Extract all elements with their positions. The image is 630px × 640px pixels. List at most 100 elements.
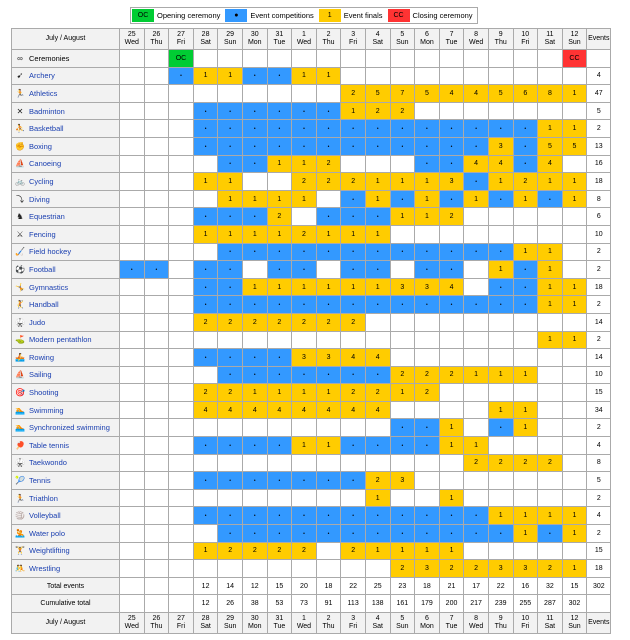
cell-value: •	[426, 513, 428, 520]
cell-value: •	[475, 143, 477, 150]
sport-name-link[interactable]: Field hockey	[29, 247, 72, 257]
sport-name-link[interactable]: Boxing	[29, 141, 52, 151]
cell-value: •	[327, 143, 330, 150]
sport-cell[interactable]: 🎯 Shooting	[11, 383, 120, 402]
cell-value: 4	[228, 406, 233, 414]
schedule-cell-empty	[487, 541, 514, 561]
cell-value: 4	[351, 353, 356, 361]
sport-cell[interactable]: 🤾 Handball	[11, 295, 120, 314]
sport-name-link[interactable]: Fencing	[29, 229, 56, 239]
schedule-cell-empty	[414, 66, 440, 86]
cell-value: 2	[424, 389, 429, 397]
day-header: 11 Sat	[537, 28, 563, 50]
sport-cell[interactable]: 🏃 Athletics	[11, 84, 120, 103]
sport-name-link[interactable]: Shooting	[29, 388, 59, 398]
schedule-cell-empty	[143, 119, 170, 138]
sport-cell[interactable]: 🤽 Water polo	[11, 524, 120, 543]
sport-cell[interactable]: ⚔ Fencing	[11, 224, 120, 244]
schedule-cell-empty	[119, 506, 145, 526]
cell-value: •	[499, 196, 502, 203]
sport-name-link[interactable]: Weightlifting	[29, 546, 70, 556]
sport-name-link[interactable]: Synchronized swimming	[29, 423, 110, 433]
competition-cell: •	[537, 524, 563, 543]
sport-cell[interactable]: 🚲 Cycling	[11, 172, 120, 191]
finals-cell: 2	[512, 453, 539, 473]
sport-cell[interactable]: ⚽ Football	[11, 260, 120, 279]
table-row: ⤵ Diving 1 1 1 1 • 1 • 1 • 1 • 1 • 1 8	[11, 189, 612, 209]
sport-cell[interactable]: 🥋 Judo	[11, 312, 120, 332]
sport-cell[interactable]: ⛵ Sailing	[11, 365, 120, 385]
sport-cell[interactable]: 🚣 Rowing	[11, 348, 120, 367]
sport-cell[interactable]: 🏊 Swimming	[11, 400, 120, 420]
day-weekday: Wed	[296, 623, 312, 630]
day-header: 1 Wed	[291, 612, 317, 634]
schedule-cell-empty	[119, 330, 145, 350]
schedule-cell-empty	[487, 101, 514, 121]
sport-name-link[interactable]: Equestrian	[29, 212, 65, 222]
sport-cell[interactable]: ⤵ Diving	[11, 189, 120, 209]
sport-name-link[interactable]: Handball	[29, 300, 59, 310]
taekwondo-icon: 🥋	[15, 458, 25, 468]
sport-name-link[interactable]: Taekwondo	[29, 458, 67, 468]
sport-cell[interactable]: ✊ Boxing	[11, 136, 120, 156]
sport-name-link[interactable]: Volleyball	[29, 511, 61, 521]
sport-name-link[interactable]: Rowing	[29, 352, 55, 362]
sport-cell[interactable]: 🏃 Triathlon	[11, 488, 120, 508]
sport-cell[interactable]: ⛵ Canoeing	[11, 154, 120, 174]
sport-name-link[interactable]: Football	[29, 264, 56, 274]
sport-name-link[interactable]: Judo	[29, 317, 46, 327]
competition-cell: •	[340, 295, 366, 314]
sport-cell[interactable]: 🏓 Table tennis	[11, 436, 120, 455]
sport-cell[interactable]: 🏐 Volleyball	[11, 506, 120, 526]
day-number: 7	[449, 31, 454, 38]
competition-cell: •	[340, 136, 366, 156]
cumulative-total-value: 287	[537, 594, 563, 613]
schedule-cell-empty	[438, 101, 465, 121]
cell-value: •	[204, 266, 207, 273]
sport-cell[interactable]: 🏑 Field hockey	[11, 242, 120, 262]
cell-value: •	[352, 302, 355, 309]
sport-name-link[interactable]: Basketball	[29, 124, 64, 134]
cell-value: •	[426, 266, 428, 273]
sport-name-link[interactable]: Diving	[29, 194, 50, 204]
sport-name-link[interactable]: Badminton	[29, 106, 65, 116]
schedule-cell-empty	[389, 224, 416, 244]
cell-value: 1	[498, 406, 503, 414]
sport-cell[interactable]: 🤼 Wrestling	[11, 559, 120, 578]
cell-value: •	[475, 249, 477, 256]
schedule-cell-empty	[389, 330, 416, 350]
sport-cell[interactable]: 🤸 Gymnastics	[11, 277, 120, 297]
sport-name-link[interactable]: Table tennis	[29, 440, 70, 450]
schedule-cell-empty	[119, 418, 145, 438]
sport-cell[interactable]: ⛳ Modern pentathlon	[11, 330, 120, 350]
sport-cell[interactable]: ⛹ Basketball	[11, 119, 120, 138]
competition-cell: •	[266, 436, 293, 455]
sport-cell[interactable]: ➹ Archery	[11, 66, 120, 86]
sport-cell[interactable]: 🎾 Tennis	[11, 471, 120, 490]
day-number: 30	[250, 31, 259, 38]
sport-name-link[interactable]: Wrestling	[29, 564, 61, 574]
sport-name-link[interactable]: Athletics	[29, 88, 58, 98]
sport-name-link[interactable]: Modern pentathlon	[29, 335, 92, 345]
competition-cell: •	[340, 189, 366, 209]
sport-name-link[interactable]: Gymnastics	[29, 282, 69, 292]
sport-name-link[interactable]: Triathlon	[29, 493, 58, 503]
sport-name-link[interactable]: Archery	[29, 71, 55, 81]
sport-name-link[interactable]: Tennis	[29, 476, 51, 486]
sport-name-link[interactable]: Swimming	[29, 405, 64, 415]
sport-cell[interactable]: 🥋 Taekwondo	[11, 453, 120, 473]
sport-name-link[interactable]: Sailing	[29, 370, 52, 380]
sport-cell[interactable]: 🏊 Synchronized swimming	[11, 418, 120, 438]
total-events-value	[119, 576, 145, 596]
schedule-cell-empty	[463, 383, 489, 402]
sport-name-link[interactable]: Water polo	[29, 528, 65, 538]
sport-cell[interactable]: ♞ Equestrian	[11, 207, 120, 226]
sport-cell[interactable]: 🏋 Weightlifting	[11, 541, 120, 561]
sport-cell[interactable]: ✕ Badminton	[11, 101, 120, 121]
sport-name-link[interactable]: Cycling	[29, 176, 54, 186]
finals-cell: 1	[266, 189, 293, 209]
sport-name-link[interactable]: Canoeing	[29, 159, 62, 169]
schedule-cell-empty	[561, 207, 588, 226]
synchronized-swimming-icon: 🏊	[15, 423, 25, 433]
competition-cell: •	[217, 154, 243, 174]
